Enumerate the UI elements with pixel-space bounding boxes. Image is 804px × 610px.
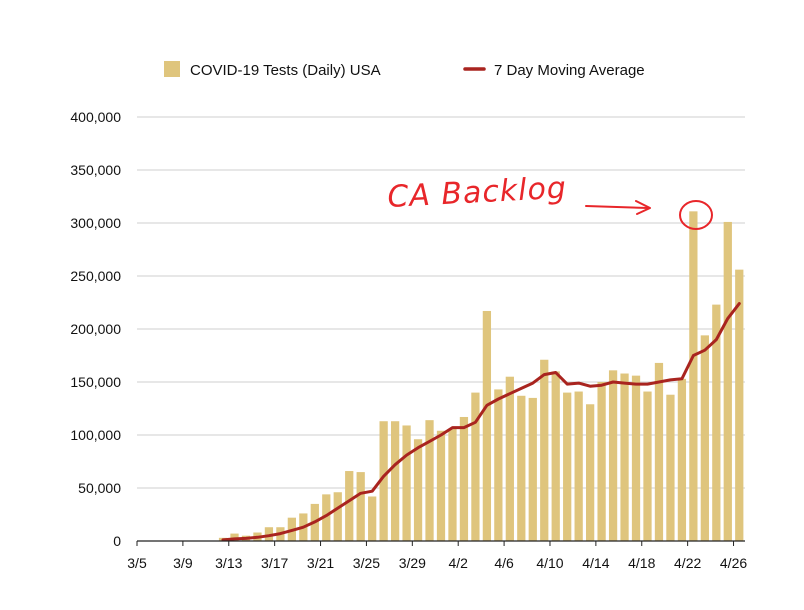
y-tick-label: 400,000 — [70, 109, 121, 125]
x-tick-label: 4/18 — [628, 555, 655, 571]
annotation-arrow — [585, 205, 649, 209]
x-tick-label: 3/13 — [215, 555, 242, 571]
bar — [413, 439, 423, 541]
bar — [540, 359, 549, 541]
bar — [322, 494, 331, 541]
gridlines — [137, 116, 745, 489]
x-tick-label: 3/9 — [173, 555, 193, 571]
moving-average-line — [221, 302, 741, 542]
annotation-text: CA Backlog — [387, 171, 568, 215]
bar-series — [218, 211, 744, 541]
legend: COVID-19 Tests (Daily) USA 7 Day Moving … — [164, 61, 645, 79]
bar — [379, 421, 388, 541]
bar — [735, 269, 744, 541]
bar — [700, 335, 709, 541]
y-tick-label: 200,000 — [70, 321, 121, 337]
y-tick-label: 150,000 — [70, 374, 121, 390]
bar — [264, 527, 274, 541]
bar — [586, 404, 595, 541]
bar — [333, 492, 342, 541]
bar — [620, 373, 629, 541]
bar — [368, 496, 377, 541]
bar — [345, 471, 354, 541]
bar — [563, 392, 572, 541]
bar — [631, 375, 641, 541]
legend-bar-label: COVID-19 Tests (Daily) USA — [190, 62, 381, 79]
x-tick-label: 4/22 — [674, 555, 701, 571]
bar — [712, 304, 721, 541]
ca-backlog-annotation: CA Backlog — [387, 171, 713, 230]
x-tick-label: 4/6 — [494, 555, 514, 571]
y-tick-label: 50,000 — [78, 480, 121, 496]
bar — [528, 397, 537, 541]
annotation-circle — [679, 200, 713, 230]
bar — [505, 376, 514, 541]
x-tick-label: 4/26 — [720, 555, 747, 571]
bar — [551, 371, 560, 541]
bar — [436, 430, 446, 541]
y-tick-label: 250,000 — [70, 268, 121, 284]
y-axis-tick-labels: 0 50,000 100,000 150,000 200,000 250,000 300,0… — [70, 109, 121, 549]
x-tick-label: 4/14 — [582, 555, 609, 571]
x-tick-label: 3/25 — [353, 555, 380, 571]
bar — [677, 378, 687, 541]
annotation-arrowhead — [635, 200, 651, 215]
y-tick-label: 300,000 — [70, 215, 121, 231]
bar — [723, 221, 732, 541]
x-tick-label: 3/29 — [399, 555, 426, 571]
bar — [666, 394, 675, 541]
bar — [608, 370, 618, 541]
bar — [356, 472, 365, 541]
bar — [494, 389, 503, 541]
bar — [574, 391, 583, 541]
bar — [230, 533, 239, 541]
y-tick-label: 0 — [113, 533, 121, 549]
y-tick-label: 100,000 — [70, 427, 121, 443]
x-tick-label: 3/5 — [127, 555, 147, 571]
bar — [425, 420, 434, 541]
bar — [643, 391, 652, 541]
bar — [597, 382, 606, 541]
bar — [390, 421, 400, 541]
x-axis-tick-labels: 3/5 3/9 3/13 3/17 3/21 3/25 3/29 4/2 4/6 4/10 4/14… — [127, 541, 747, 571]
bar — [402, 425, 411, 541]
bar — [689, 211, 698, 541]
x-tick-label: 4/2 — [448, 555, 468, 571]
bar — [482, 310, 492, 541]
bar — [448, 428, 457, 541]
bar — [471, 392, 480, 541]
bar — [517, 395, 526, 541]
legend-bar-swatch — [164, 61, 180, 77]
x-tick-label: 3/21 — [307, 555, 334, 571]
bar — [654, 362, 664, 541]
x-tick-label: 3/17 — [261, 555, 288, 571]
x-tick-label: 4/10 — [536, 555, 563, 571]
y-tick-label: 350,000 — [70, 162, 121, 178]
bar — [459, 416, 469, 541]
legend-line-label: 7 Day Moving Average — [494, 62, 645, 79]
